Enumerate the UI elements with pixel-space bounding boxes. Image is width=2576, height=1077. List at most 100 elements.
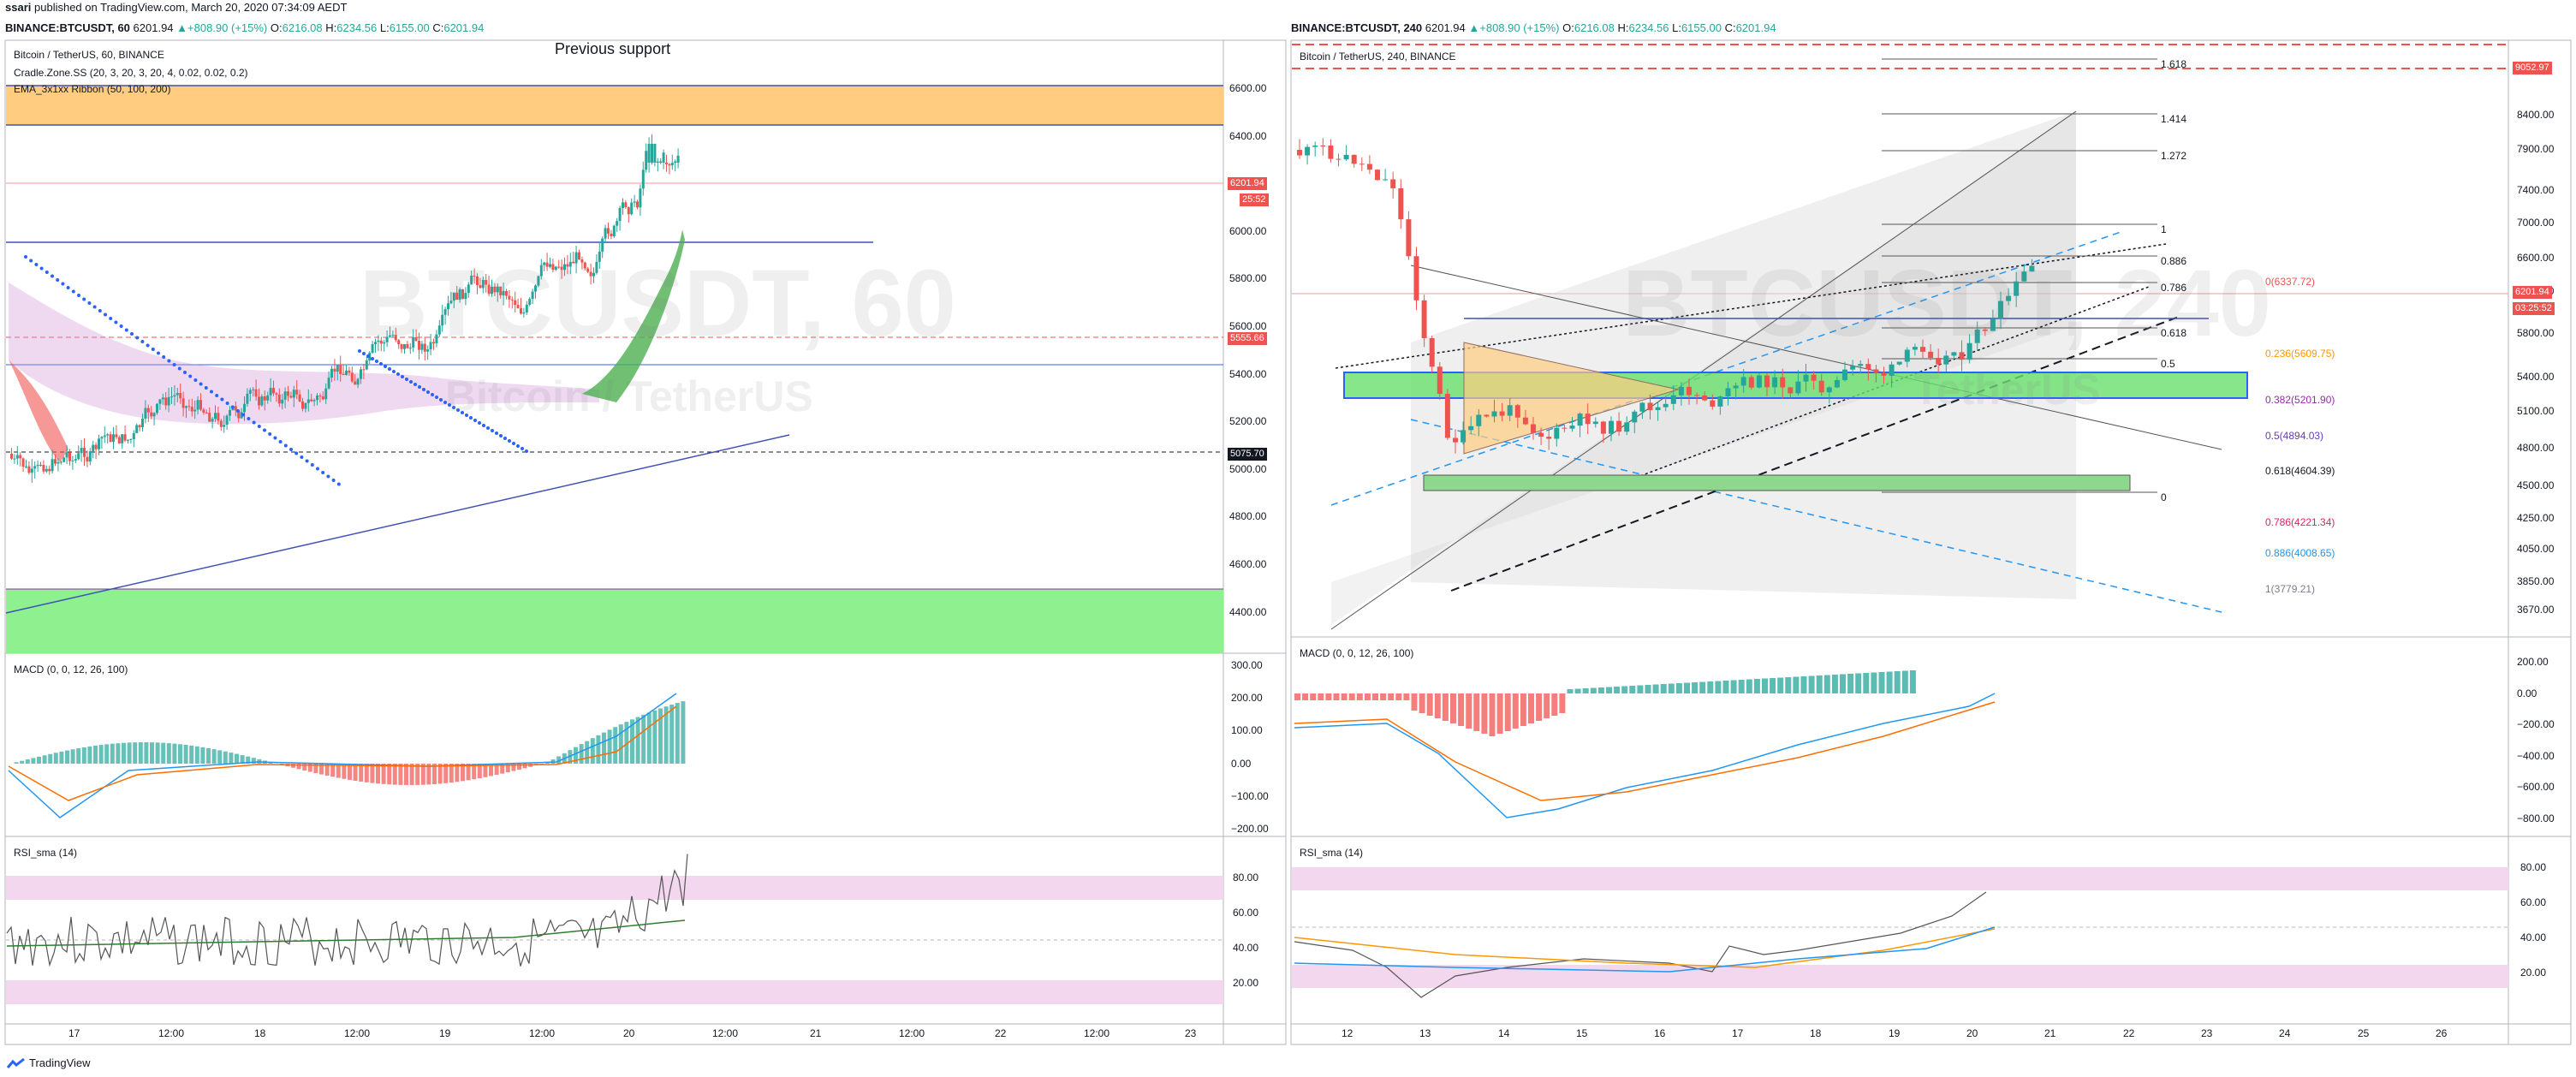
publish-header: ssari published on TradingView.com, Marc… — [0, 0, 2576, 22]
candle-body — [2021, 271, 2027, 282]
author-name[interactable]: ssari — [5, 1, 32, 14]
right-macd-tick: −800.00 — [2517, 812, 2555, 824]
macd-bar — [461, 764, 465, 782]
macd-bar — [1800, 676, 1807, 693]
right-close: 6201.94 — [1735, 21, 1776, 34]
left-macd-tick: −200.00 — [1231, 823, 1269, 835]
psar-dot — [34, 263, 39, 266]
tradingview-brand[interactable]: TradingView — [7, 1056, 91, 1069]
macd-bar — [1722, 681, 1729, 693]
psar-dot — [336, 482, 341, 486]
right-time-tick: 22 — [2123, 1027, 2135, 1039]
rsi-line — [6, 854, 688, 967]
macd-bar — [76, 748, 81, 764]
fib-extension-label: 0.618 — [2161, 327, 2187, 339]
candle-body — [568, 261, 572, 267]
candle-body — [132, 432, 135, 439]
candle-body — [199, 400, 202, 410]
candle-body — [10, 454, 13, 459]
candle-body — [190, 407, 193, 412]
brand-label: TradingView — [29, 1056, 91, 1069]
psar-dot — [188, 374, 193, 378]
right-time-tick: 23 — [2201, 1027, 2213, 1039]
macd-bar — [500, 764, 505, 774]
left-rsi-title[interactable]: RSI_sma (14) — [14, 847, 78, 859]
macd-bar — [161, 742, 166, 764]
psar-dot — [151, 348, 155, 351]
macd-bar — [307, 764, 312, 772]
macd-bar — [1364, 693, 1371, 700]
macd-bar — [511, 764, 516, 771]
macd-bar — [392, 764, 397, 785]
right-macd-title[interactable]: MACD (0, 0, 12, 26, 100) — [1300, 647, 1414, 659]
macd-bar — [364, 764, 369, 782]
left-symbol[interactable]: BINANCE:BTCUSDT, 60 — [5, 21, 130, 34]
macd-bar — [1614, 687, 1621, 693]
right-time-tick: 20 — [1966, 1027, 1978, 1039]
macd-bar — [1746, 679, 1752, 693]
macd-bar — [127, 742, 132, 764]
candle-body — [633, 201, 636, 203]
right-symbol[interactable]: BINANCE:BTCUSDT, 240 — [1291, 21, 1423, 34]
macd-bar — [1466, 693, 1472, 729]
right-chart-title[interactable]: Bitcoin / TetherUS, 240, BINANCE — [1300, 51, 1456, 62]
left-indicator-1[interactable]: Cradle.Zone.SS (20, 3, 20, 3, 20, 4, 0.0… — [14, 67, 248, 79]
candle-body — [1444, 393, 1450, 438]
fib-extension-label: 1.272 — [2161, 150, 2187, 162]
psar-dot — [268, 432, 272, 436]
candle-body — [342, 373, 345, 376]
candle-body — [246, 393, 249, 404]
right-price-tick: 5400.00 — [2517, 371, 2555, 383]
macd-bar — [1652, 684, 1659, 693]
candle-body — [420, 343, 424, 350]
fib-retracement-label: 1(3779.21) — [2265, 583, 2316, 595]
macd-bar — [681, 701, 686, 764]
right-rsi-title[interactable]: RSI_sma (14) — [1300, 847, 1364, 859]
macd-bar — [1777, 677, 1784, 693]
macd-bar — [556, 756, 562, 764]
candle-body — [263, 396, 266, 401]
macd-bar — [59, 751, 64, 764]
macd-bar — [65, 750, 69, 764]
left-o-label: O: — [270, 21, 283, 34]
psar-dot — [499, 434, 503, 437]
macd-bar — [211, 749, 217, 764]
left-time-tick: 18 — [254, 1027, 266, 1039]
psar-dot — [215, 394, 219, 397]
macd-bar — [1823, 675, 1830, 693]
macd-bar — [93, 745, 98, 764]
left-macd-title[interactable]: MACD (0, 0, 12, 26, 100) — [14, 663, 128, 675]
candle-body — [377, 340, 380, 342]
psar-dot — [379, 362, 383, 366]
macd-bar — [1341, 693, 1347, 700]
psar-dot — [525, 449, 528, 453]
macd-bar — [178, 744, 182, 764]
rsi-overbought-band — [6, 876, 1223, 900]
candle-body — [383, 342, 386, 344]
macd-bar — [235, 753, 239, 764]
psar-dot — [503, 437, 507, 440]
candle-body — [583, 262, 586, 269]
psar-dot — [278, 440, 283, 443]
macd-bar — [1302, 693, 1309, 700]
candle-body — [173, 395, 176, 397]
psar-dot — [469, 416, 473, 419]
psar-dot — [521, 447, 524, 450]
left-price-tick: 6400.00 — [1229, 129, 1267, 142]
left-indicator-2[interactable]: EMA_3x1xx Ribbon (50, 100, 200) — [14, 83, 171, 95]
candle-body — [1491, 411, 1497, 417]
left-chart-title[interactable]: Bitcoin / TetherUS, 60, BINANCE — [14, 49, 164, 61]
candle-body — [176, 392, 179, 396]
macd-bar — [618, 724, 623, 764]
right-watermark: BTCUSDT, 240 — [1622, 251, 2271, 356]
candle-body — [400, 344, 403, 349]
candle-body — [1531, 424, 1536, 433]
candle-body — [330, 368, 333, 378]
previous-support-annotation[interactable]: Previous support — [555, 40, 671, 57]
candle-body — [1974, 329, 1980, 343]
candle-body — [181, 398, 185, 408]
macd-bar — [1551, 693, 1558, 716]
candle-body — [537, 276, 540, 286]
psar-dot — [366, 354, 370, 358]
